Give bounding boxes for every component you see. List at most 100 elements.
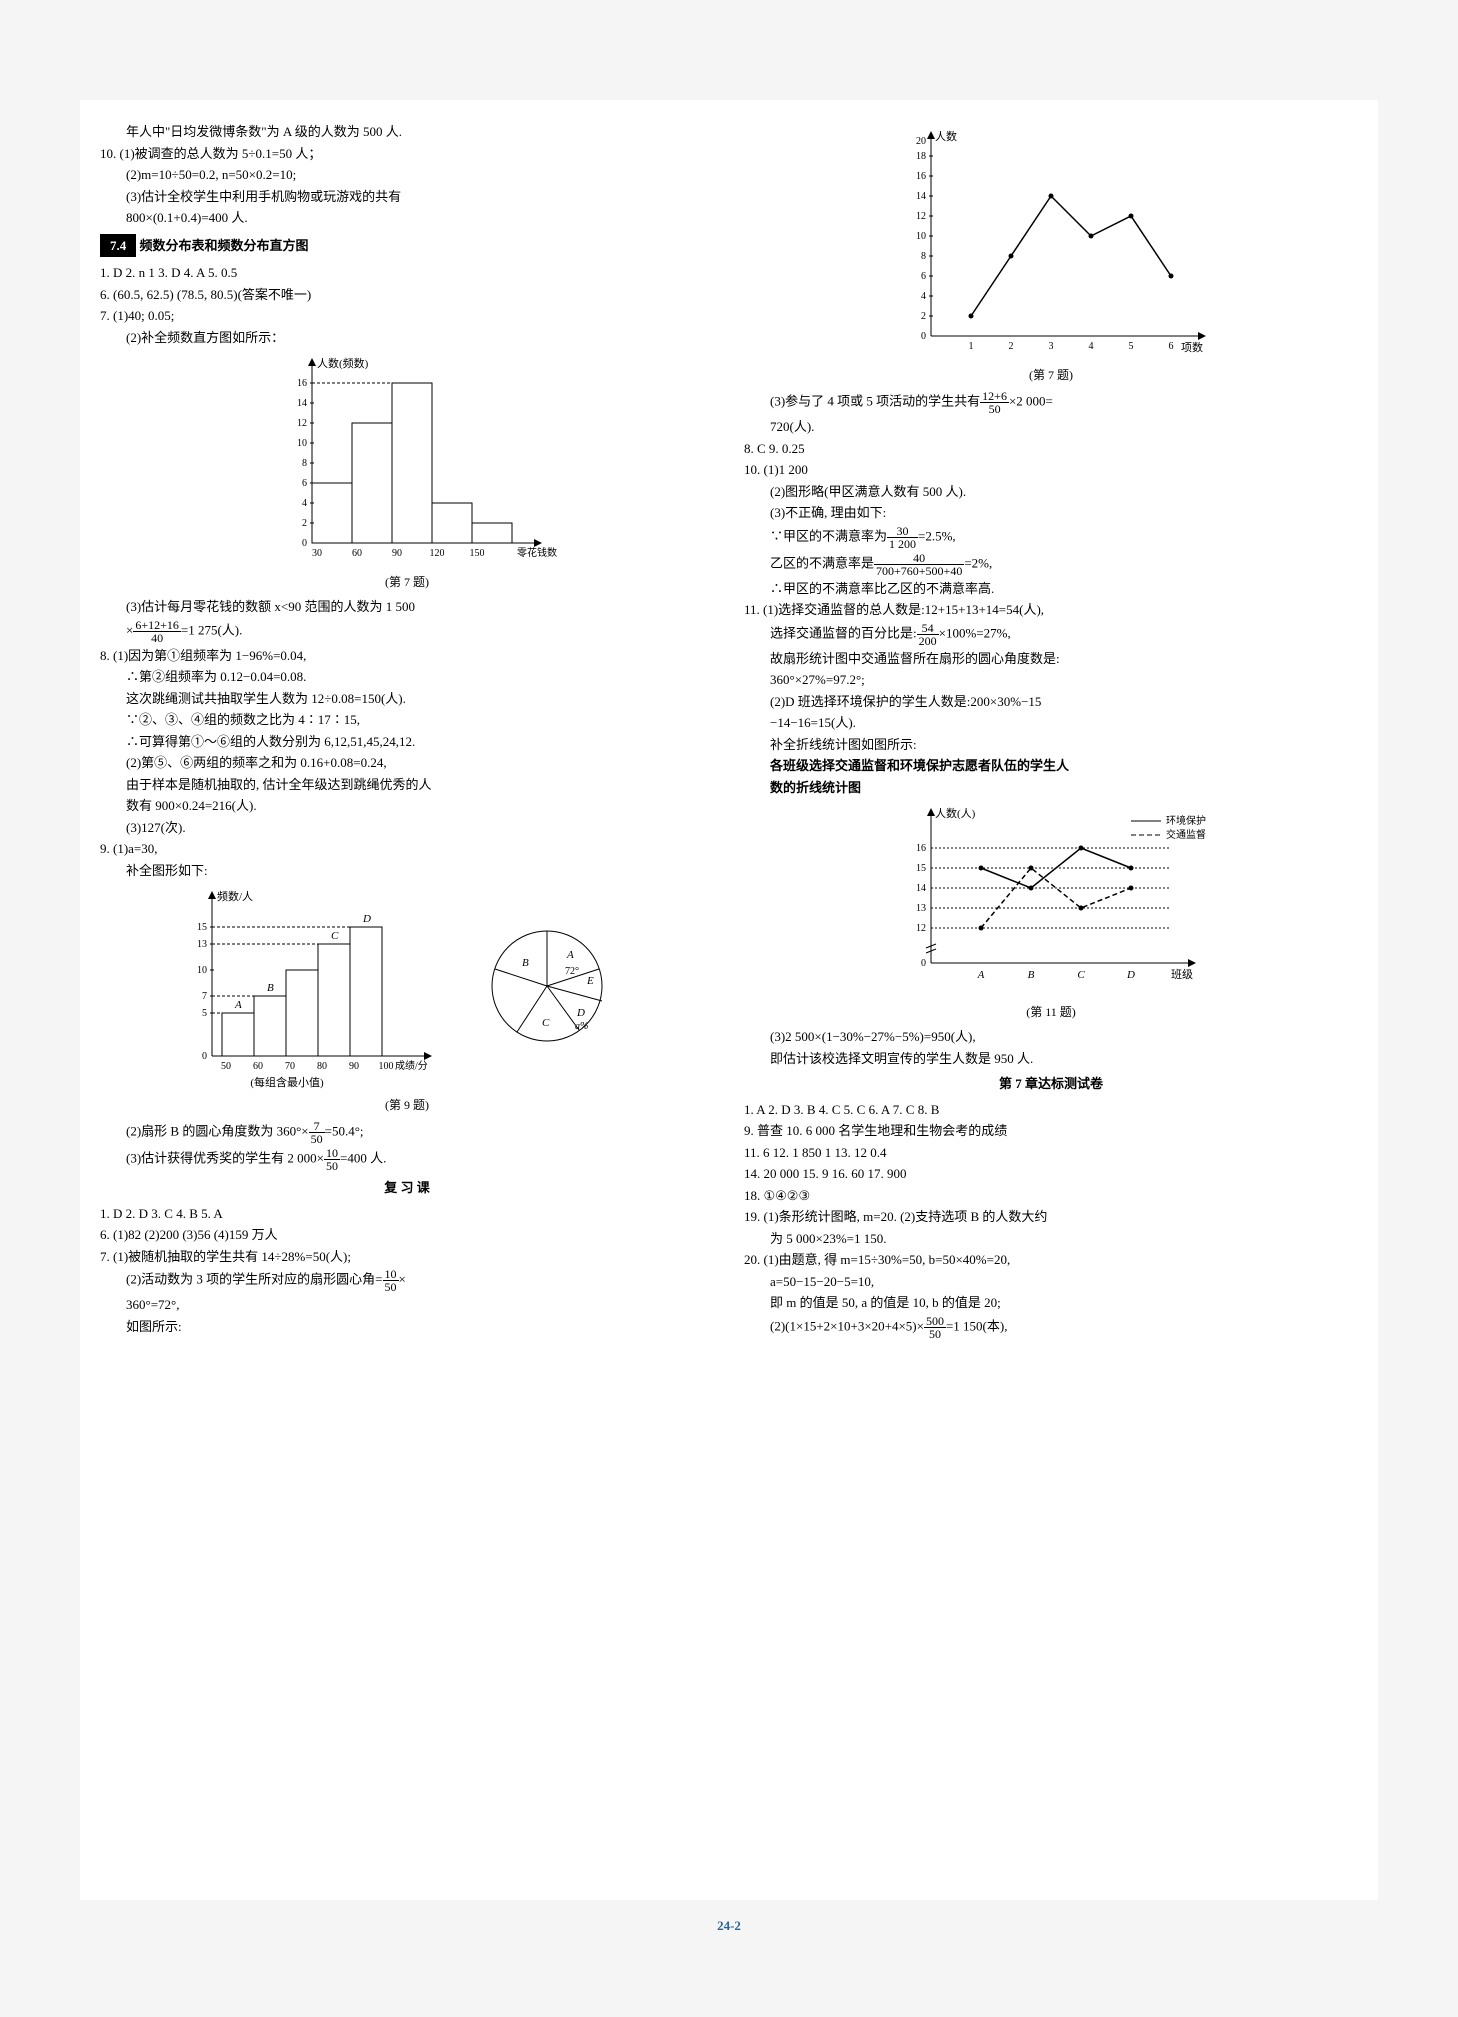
text: 11. 6 12. 1 850 1 13. 12 0.4 [744, 1143, 1358, 1163]
text: 补全图形如下: [100, 861, 714, 881]
text: 19. (1)条形统计图略, m=20. (2)支持选项 B 的人数大约 [744, 1207, 1358, 1227]
svg-text:16: 16 [916, 171, 926, 182]
svg-text:1: 1 [969, 341, 974, 352]
section-header-row: 7.4 频数分布表和频数分布直方图 [100, 230, 714, 262]
text: 数有 900×0.24=216(人). [100, 796, 714, 816]
svg-text:13: 13 [197, 939, 207, 950]
chart-caption: (第 11 题) [744, 1003, 1358, 1021]
svg-text:10: 10 [916, 231, 926, 242]
svg-text:0: 0 [302, 538, 307, 549]
text: (3)估计获得优秀奖的学生有 2 000×1050=400 人. [100, 1147, 714, 1172]
svg-text:E: E [586, 975, 594, 987]
svg-text:6: 6 [302, 478, 307, 489]
text: 即 m 的值是 50, a 的值是 10, b 的值是 20; [744, 1293, 1358, 1313]
svg-text:13: 13 [916, 903, 926, 914]
svg-text:7: 7 [202, 991, 207, 1002]
svg-text:5: 5 [1129, 341, 1134, 352]
text: 7. (1)被随机抽取的学生共有 14÷28%=50(人); [100, 1247, 714, 1267]
text: ∵甲区的不满意率为301 200=2.5%, [744, 525, 1358, 550]
section-title: 复 习 课 [100, 1178, 714, 1198]
svg-text:4: 4 [1089, 341, 1094, 352]
svg-text:14: 14 [916, 883, 926, 894]
text: 这次跳绳测试共抽取学生人数为 12÷0.08=150(人). [100, 689, 714, 709]
text: 补全折线统计图如图所示: [744, 735, 1358, 755]
text: ∴甲区的不满意率比乙区的不满意率高. [744, 579, 1358, 599]
svg-text:2: 2 [302, 518, 307, 529]
text: 360°=72°, [100, 1295, 714, 1315]
text: 10. (1)1 200 [744, 460, 1358, 480]
svg-text:16: 16 [297, 378, 307, 389]
text: 乙区的不满意率是40700+760+500+40=2%, [744, 552, 1358, 577]
svg-text:120: 120 [430, 548, 445, 559]
svg-text:班级: 班级 [1171, 968, 1193, 981]
svg-text:18: 18 [916, 151, 926, 162]
svg-text:50: 50 [221, 1061, 231, 1072]
text: 9. (1)a=30, [100, 839, 714, 859]
svg-text:成绩/分: 成绩/分 [395, 1059, 428, 1072]
text: −14−16=15(人). [744, 713, 1358, 733]
svg-text:8: 8 [302, 458, 307, 469]
svg-text:90: 90 [392, 548, 402, 559]
svg-text:2: 2 [921, 311, 926, 322]
svg-text:人数(频数): 人数(频数) [317, 356, 369, 370]
text: 10. (1)被调查的总人数为 5÷0.1=50 人； [100, 144, 714, 164]
text: 数的折线统计图 [744, 778, 1358, 798]
svg-text:10: 10 [297, 438, 307, 449]
text: 720(人). [744, 417, 1358, 437]
chart-caption: (第 7 题) [744, 366, 1358, 384]
text: 800×(0.1+0.4)=400 人. [100, 208, 714, 228]
text: (2)第⑤、⑥两组的频率之和为 0.16+0.08=0.24, [100, 753, 714, 773]
svg-text:(每组含最小值): (每组含最小值) [250, 1075, 324, 1089]
text: ∴第②组频率为 0.12−0.04=0.08. [100, 667, 714, 687]
svg-text:12: 12 [297, 418, 307, 429]
chart-caption: (第 7 题) [100, 573, 714, 591]
svg-text:C: C [1077, 969, 1085, 981]
svg-text:环境保护: 环境保护 [1166, 814, 1206, 827]
text: ×6+12+1640=1 275(人). [100, 619, 714, 644]
svg-text:4: 4 [302, 498, 307, 509]
text: 各班级选择交通监督和环境保护志愿者队伍的学生人 [744, 756, 1358, 776]
text: ∴可算得第①～⑥组的人数分别为 6,12,51,45,24,12. [100, 732, 714, 752]
svg-text:80: 80 [317, 1061, 327, 1072]
text: (3)不正确, 理由如下: [744, 503, 1358, 523]
left-column: 年人中"日均发微博条数"为 A 级的人数为 500 人. 10. (1)被调查的… [100, 120, 714, 1890]
svg-text:12: 12 [916, 211, 926, 222]
text: 即估计该校选择文明宣传的学生人数是 950 人. [744, 1049, 1358, 1069]
chart-11-line: 人数(人) 班级 0 12 13 14 15 16 [744, 803, 1358, 1021]
svg-text:20: 20 [916, 136, 926, 147]
text: 如图所示: [100, 1317, 714, 1337]
svg-text:A: A [566, 949, 574, 961]
svg-text:0: 0 [921, 958, 926, 969]
text: 由于样本是随机抽取的, 估计全年级达到跳绳优秀的人 [100, 775, 714, 795]
svg-text:60: 60 [253, 1061, 263, 1072]
text: (3)2 500×(1−30%−27%−5%)=950(人), [744, 1027, 1358, 1047]
svg-text:100: 100 [379, 1061, 394, 1072]
text: 11. (1)选择交通监督的总人数是:12+15+13+14=54(人), [744, 600, 1358, 620]
svg-text:30: 30 [312, 548, 322, 559]
text: (3)参与了 4 项或 5 项活动的学生共有12+650×2 000= [744, 390, 1358, 415]
svg-text:15: 15 [916, 863, 926, 874]
svg-text:90: 90 [349, 1061, 359, 1072]
svg-text:C: C [542, 1017, 550, 1029]
text: (2)图形略(甲区满意人数有 500 人). [744, 482, 1358, 502]
svg-text:交通监督: 交通监督 [1166, 828, 1206, 841]
text: (3)127(次). [100, 818, 714, 838]
text: 9. 普查 10. 6 000 名学生地理和生物会考的成绩 [744, 1121, 1358, 1141]
svg-text:8: 8 [921, 251, 926, 262]
svg-text:A: A [977, 969, 985, 981]
answer-page: 年人中"日均发微博条数"为 A 级的人数为 500 人. 10. (1)被调查的… [80, 100, 1378, 1900]
chart-9: 频数/人 0 5 7 10 13 15 A [100, 886, 714, 1114]
section-number: 7.4 [100, 234, 136, 258]
svg-text:频数/人: 频数/人 [217, 889, 253, 903]
text: 8. (1)因为第①组频率为 1−96%=0.04, [100, 646, 714, 666]
text: (2)(1×15+2×10+3×20+4×5)×50050=1 150(本), [744, 1315, 1358, 1340]
text: 1. D 2. D 3. C 4. B 5. A [100, 1204, 714, 1224]
right-column: 人数 项数 0 2 4 6 8 10 12 14 16 18 20 [744, 120, 1358, 1890]
text: 6. (1)82 (2)200 (3)56 (4)159 万人 [100, 1225, 714, 1245]
chart-top-line: 人数 项数 0 2 4 6 8 10 12 14 16 18 20 [744, 126, 1358, 384]
svg-text:A: A [234, 999, 242, 1011]
svg-text:4: 4 [921, 291, 926, 302]
chart-caption: (第 9 题) [100, 1096, 714, 1114]
svg-text:6: 6 [921, 271, 926, 282]
svg-text:C: C [331, 930, 339, 942]
